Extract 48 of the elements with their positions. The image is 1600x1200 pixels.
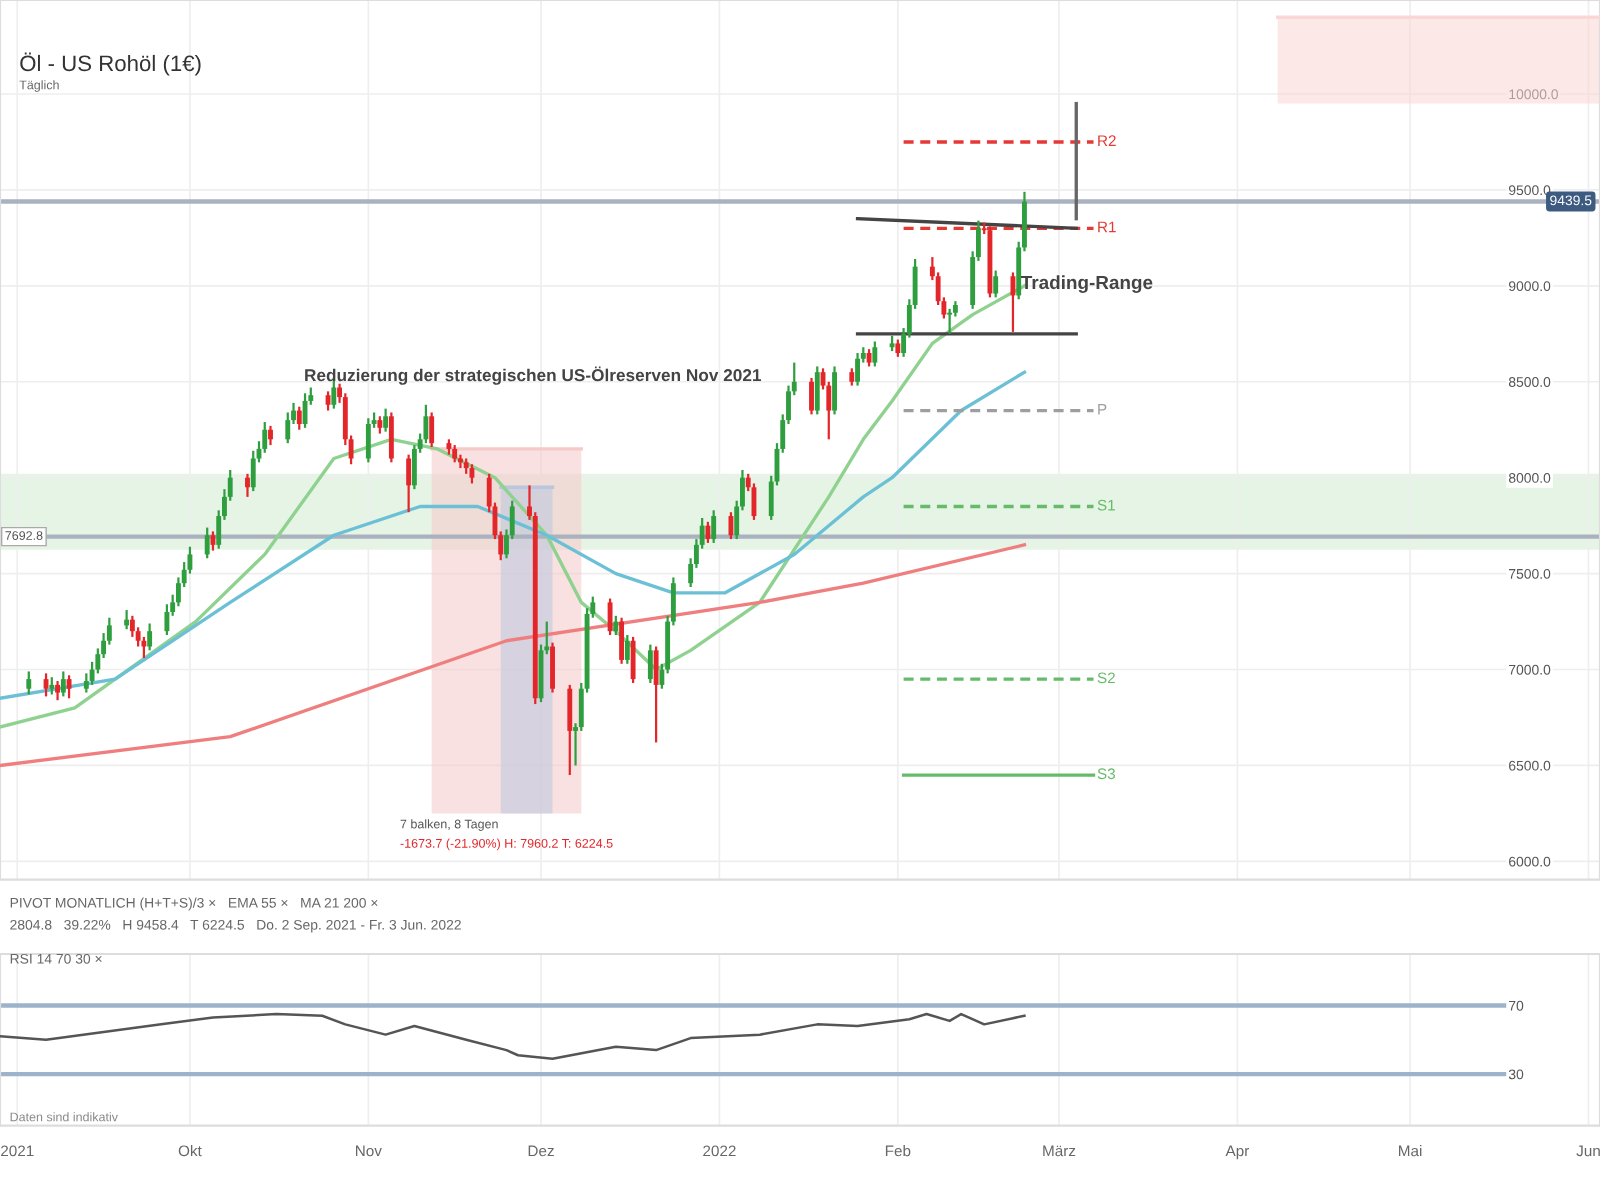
candlestick <box>296 405 302 431</box>
annotation: Reduzierung der strategischen US-Ölreserven Nov 2021 <box>305 366 762 385</box>
candlestick <box>204 526 210 560</box>
annotation: Trading-Range <box>1021 275 1153 293</box>
text: Öl - US Rohöl (1€) <box>20 52 201 76</box>
candlestick <box>406 453 412 514</box>
line-series <box>0 370 1027 700</box>
candlestick <box>872 340 878 368</box>
candlestick <box>619 616 625 665</box>
candlestick <box>814 365 820 416</box>
candlestick <box>268 424 273 447</box>
candlestick <box>705 520 711 545</box>
candlestick <box>647 643 653 685</box>
candlestick <box>550 641 555 694</box>
candlestick <box>624 633 630 665</box>
candlestick <box>947 307 953 335</box>
candlestick <box>141 635 147 660</box>
candlestick <box>469 463 475 485</box>
candlestick <box>147 622 153 652</box>
candlestick <box>262 420 268 454</box>
candlestick <box>429 411 435 449</box>
candlestick <box>383 407 389 433</box>
candlestick <box>832 365 837 416</box>
candlestick <box>55 679 60 702</box>
candlestick <box>613 614 619 637</box>
candlestick <box>129 614 135 639</box>
candlestick <box>711 509 717 545</box>
candlestick <box>809 376 814 416</box>
candlestick <box>325 390 331 412</box>
candlestick <box>855 351 860 387</box>
candlestick <box>365 417 371 464</box>
candlestick <box>164 603 170 637</box>
candlestick <box>388 411 394 464</box>
candlestick <box>26 670 32 696</box>
candlestick <box>567 683 573 777</box>
candlestick <box>607 597 613 637</box>
candlestick <box>250 449 256 493</box>
candlestick <box>653 645 659 744</box>
line-series <box>0 543 1027 768</box>
candlestick <box>993 269 999 299</box>
candlestick <box>630 635 636 685</box>
candlestick <box>285 411 291 445</box>
candlestick <box>60 670 66 698</box>
candlestick <box>423 403 429 445</box>
candlestick <box>728 511 734 541</box>
candlestick <box>245 472 250 498</box>
line-series <box>0 1012 1026 1060</box>
candlestick <box>66 674 72 700</box>
